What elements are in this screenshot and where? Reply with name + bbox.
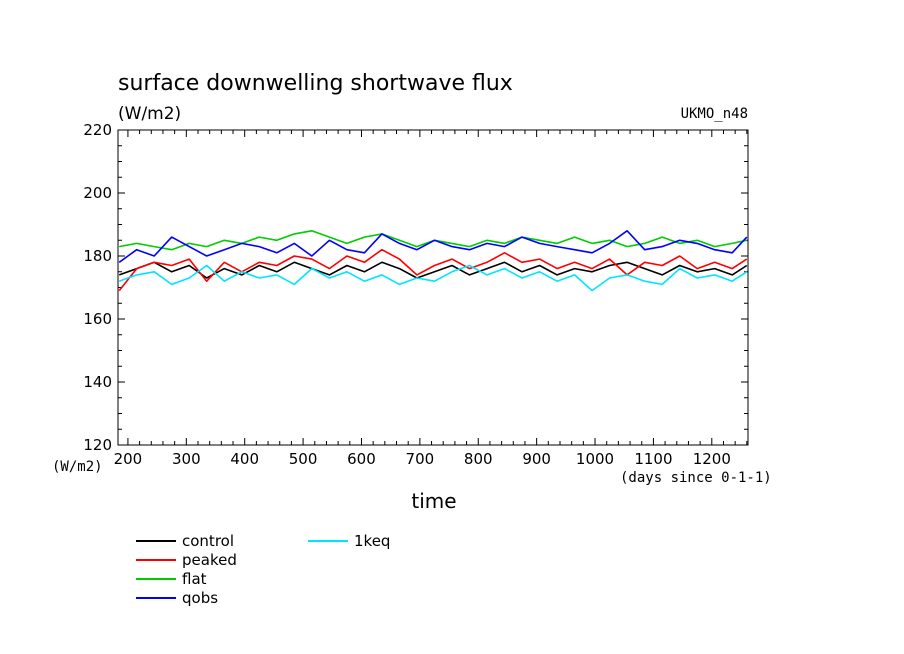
chart-title: surface downwelling shortwave flux <box>118 71 513 96</box>
series-line-1keq <box>118 264 748 292</box>
legend-label-control: control <box>182 532 234 550</box>
x-tick-label: 1100 <box>634 450 672 468</box>
y-tick-label: 160 <box>83 310 112 328</box>
y-axis-unit-label: (W/m2) <box>52 459 103 475</box>
legend-label-1keq: 1keq <box>354 532 390 550</box>
y-tick-label: 180 <box>83 247 112 265</box>
legend-label-qobs: qobs <box>182 589 218 607</box>
x-tick-label: 200 <box>114 450 143 468</box>
plot-area: 120 140 160 180 200 220 200 300 400 500 600 700 800 9… <box>83 121 749 468</box>
x-tick-label: 500 <box>289 450 318 468</box>
series-line-qobs <box>118 230 748 263</box>
series-line-control <box>118 261 748 279</box>
plot-frame <box>117 129 749 446</box>
x-tick-label: 600 <box>347 450 376 468</box>
x-axis-label: time <box>411 489 456 513</box>
x-tick-label: 800 <box>464 450 493 468</box>
series-line-peaked <box>118 248 748 292</box>
y-tick-label: 120 <box>83 436 112 454</box>
y-tick-label: 140 <box>83 373 112 391</box>
axis-tick-labels: 120 140 160 180 200 220 200 300 400 500 600 700 800 9… <box>83 121 731 468</box>
x-tick-label: 300 <box>172 450 201 468</box>
axis-ticks <box>118 129 748 446</box>
x-tick-label: 1000 <box>576 450 614 468</box>
chart-units: (W/m2) <box>118 104 181 124</box>
series-lines <box>118 230 748 292</box>
y-tick-label: 220 <box>83 121 112 139</box>
x-tick-label: 400 <box>230 450 259 468</box>
model-label: UKMO_n48 <box>681 106 748 122</box>
x-tick-label: 900 <box>522 450 551 468</box>
x-axis-unit-label: (days since 0-1-1) <box>620 470 772 486</box>
legend-label-peaked: peaked <box>182 551 237 569</box>
legend-label-flat: flat <box>182 570 207 588</box>
x-tick-label: 700 <box>406 450 435 468</box>
y-tick-label: 200 <box>83 184 112 202</box>
x-tick-label: 1200 <box>693 450 731 468</box>
